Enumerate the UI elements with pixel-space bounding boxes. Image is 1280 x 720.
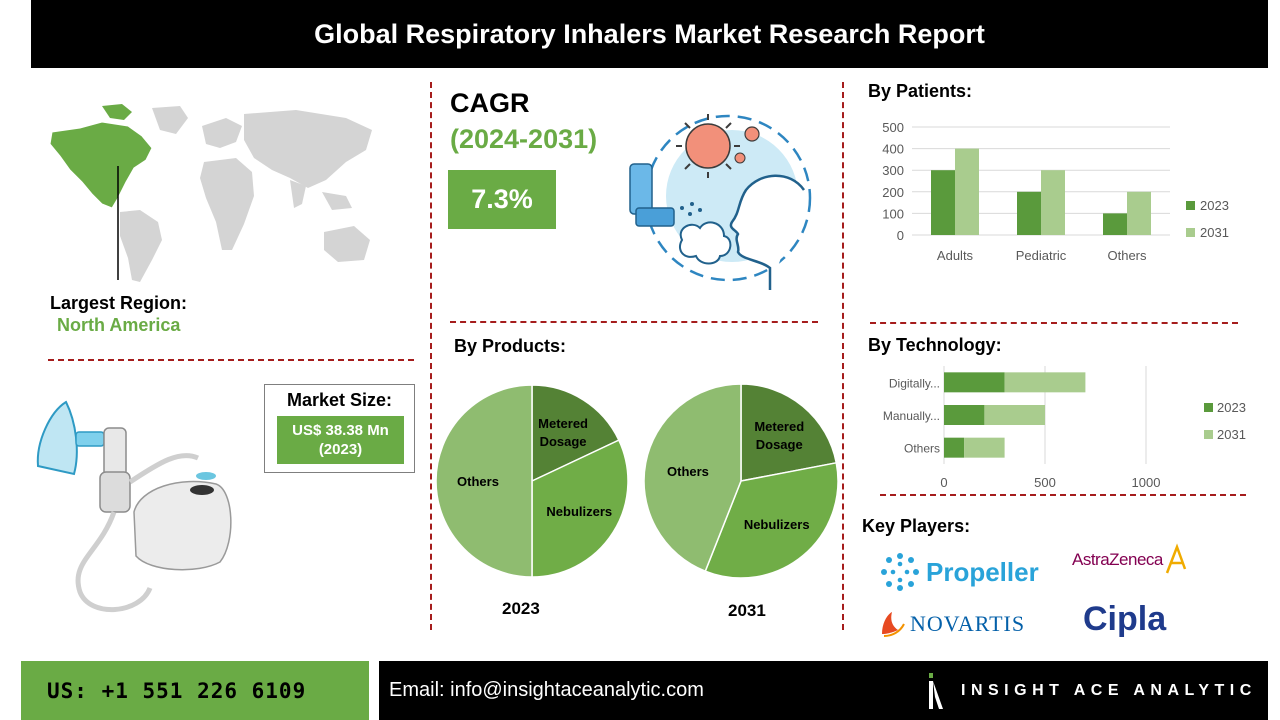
market-size-value: US$ 38.38 Mn	[292, 422, 389, 439]
bar-2023	[1017, 191, 1041, 235]
propeller-mark-icon	[881, 553, 919, 591]
cagr-title: CAGR	[450, 88, 530, 118]
bar-2023	[944, 405, 985, 425]
largest-region-label: Largest Region:	[50, 293, 188, 313]
astrazeneca-logo: AstraZeneca	[1072, 543, 1189, 577]
astrazeneca-mark-icon	[1165, 543, 1187, 574]
footer-bar: Email: info@insightaceanalytic.com INSIG…	[379, 661, 1268, 720]
insight-ace-logo-icon	[929, 673, 943, 709]
novartis-mark-icon	[882, 612, 905, 637]
y-tick-label: Digitally...	[889, 376, 940, 390]
pie-label: Others	[667, 464, 709, 479]
pie-label: Others	[457, 474, 499, 489]
pie-label: Nebulizers	[546, 504, 612, 519]
market-size-label: Market Size:	[286, 390, 393, 410]
footer-email: Email: info@insightaceanalytic.com	[389, 679, 704, 701]
pie-label: Nebulizers	[744, 517, 810, 532]
propeller-logo-text: Propeller	[926, 556, 1039, 587]
market-size-value-box: US$ 38.38 Mn (2023)	[277, 416, 404, 464]
page-title: Global Respiratory Inhalers Market Resea…	[31, 0, 1268, 68]
inhaler-illustration-icon	[629, 114, 812, 290]
pie-2023-year-label: 2023	[502, 599, 540, 618]
divider-technology	[880, 494, 1246, 496]
y-tick-label: 0	[897, 228, 904, 243]
technology-title: By Technology:	[868, 335, 1002, 355]
nebulizer-icon	[36, 400, 232, 613]
y-tick-label: Manually...	[883, 409, 940, 423]
cagr-value: 7.3%	[448, 170, 556, 229]
x-tick-label: Adults	[937, 248, 974, 263]
x-tick-label: Others	[1107, 248, 1147, 263]
pie-2031-year-label: 2031	[728, 601, 766, 620]
pie-slice	[643, 383, 742, 573]
novartis-logo: NOVARTIS	[878, 610, 1025, 638]
divider-left-vertical	[430, 82, 432, 630]
pie-label: Metered	[538, 416, 588, 431]
market-size-box: Market Size: US$ 38.38 Mn (2023)	[264, 384, 415, 473]
x-tick-label: 1000	[1132, 475, 1161, 490]
propeller-logo: Propeller	[880, 552, 1039, 592]
bar-2023	[944, 437, 965, 458]
x-tick-label: Pediatric	[1016, 248, 1067, 263]
divider-right-vertical	[842, 82, 844, 630]
x-tick-label: 500	[1034, 475, 1056, 490]
legend-label: 2023	[1217, 400, 1246, 415]
y-tick-label: 400	[882, 142, 904, 157]
y-tick-label: 200	[882, 185, 904, 200]
products-pie-2023: Metered Dosage Nebulizers Others	[435, 384, 629, 578]
bar-2023	[944, 372, 1005, 393]
bar-2031	[955, 148, 979, 235]
pie-slice	[704, 461, 839, 579]
legend-swatch	[1204, 403, 1213, 412]
patients-bar-chart: 500 400 300 200 100 0 Adults Pediatric Others 202…	[882, 120, 1229, 263]
cipla-logo: Cipla	[1083, 600, 1167, 638]
y-tick-label: Others	[904, 442, 940, 456]
pie-label: Metered	[754, 419, 804, 434]
market-size-year: (2023)	[318, 441, 363, 458]
legend-swatch	[1186, 228, 1195, 237]
largest-region-value: North America	[57, 315, 181, 335]
legend-label: 2023	[1200, 198, 1229, 213]
y-tick-label: 300	[882, 163, 904, 178]
legend-swatch	[1186, 201, 1195, 210]
legend-label: 2031	[1200, 225, 1229, 240]
pie-slice	[531, 384, 620, 483]
patients-title: By Patients:	[868, 81, 973, 101]
pie-slice	[531, 439, 629, 578]
footer-brand: INSIGHT ACE ANALYTIC	[961, 682, 1257, 699]
pie-label: Dosage	[756, 437, 803, 452]
divider-cagr	[450, 321, 818, 323]
y-tick-label: 100	[882, 206, 904, 221]
legend-swatch	[1204, 430, 1213, 439]
divider-region	[48, 359, 414, 361]
divider-patients	[870, 322, 1238, 324]
bar-2031	[984, 405, 1045, 425]
legend-label: 2031	[1217, 427, 1246, 442]
footer-phone: US: +1 551 226 6109	[21, 661, 369, 720]
products-title: By Products:	[454, 336, 567, 356]
bar-2023	[931, 170, 955, 235]
novartis-logo-text: NOVARTIS	[910, 611, 1026, 636]
cagr-years: (2024-2031)	[450, 124, 598, 154]
x-tick-label: 0	[940, 475, 947, 490]
technology-bar-chart: 0 500 1000 Digitally... Manually... Others 202…	[883, 366, 1246, 490]
y-tick-label: 500	[882, 120, 904, 135]
bar-2031	[1041, 170, 1065, 235]
pie-slice	[435, 384, 533, 578]
key-players-title: Key Players:	[862, 516, 971, 536]
bar-2031	[1127, 191, 1151, 235]
pie-label: Dosage	[540, 434, 587, 449]
products-pie-2031: Metered Dosage Nebulizers Others	[643, 383, 839, 579]
astrazeneca-logo-text: AstraZeneca	[1072, 550, 1163, 569]
bar-2031	[1004, 372, 1086, 393]
bar-2031	[964, 437, 1005, 458]
bar-2023	[1103, 213, 1127, 235]
world-map-icon	[49, 104, 372, 282]
pie-slice	[740, 383, 838, 482]
